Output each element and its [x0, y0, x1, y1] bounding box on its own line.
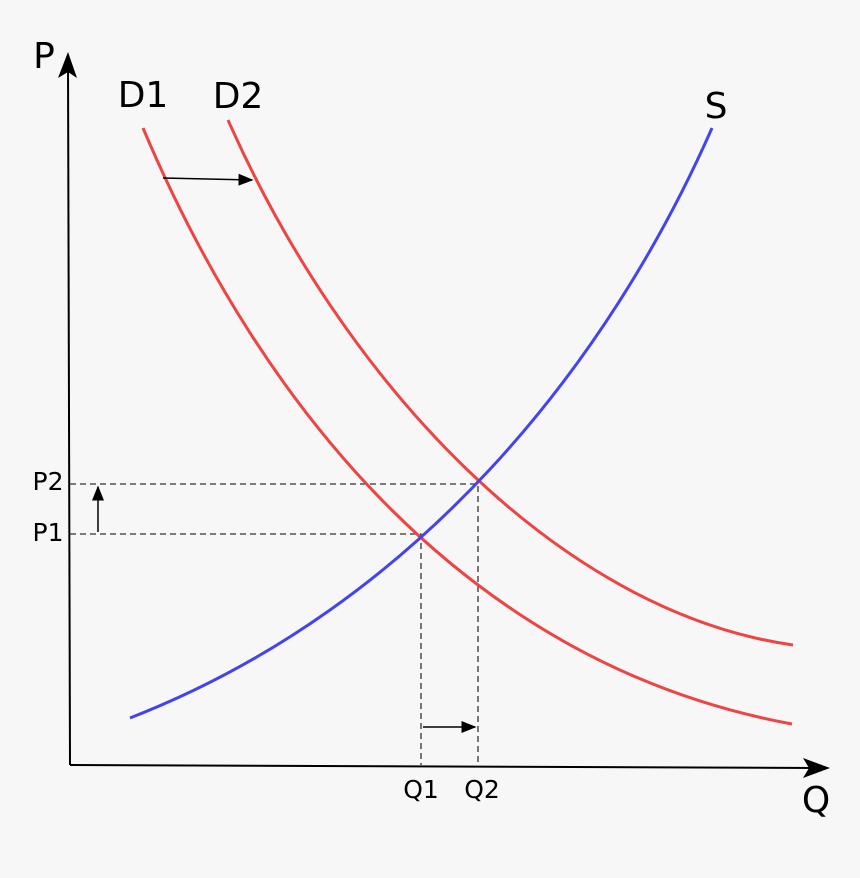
quantity-label: Q2: [464, 775, 500, 804]
demand-curve-1: [141, 127, 793, 726]
demand-curve-2: [226, 119, 794, 647]
x-axis-arrow: [803, 758, 830, 778]
quantity-label: Q1: [403, 775, 439, 804]
supply-curve: [129, 127, 714, 720]
y-axis: [67, 61, 71, 766]
y-axis-label: P: [33, 36, 55, 77]
p2-guide: [70, 483, 479, 765]
y-axis-arrow: [58, 52, 77, 78]
p1-guide: [70, 533, 422, 765]
x-axis-label: Q: [802, 780, 830, 821]
guides: [70, 483, 479, 765]
demand-shift-arrow: [162, 173, 254, 186]
price-label: P2: [33, 467, 64, 496]
curve-label: S: [705, 86, 728, 127]
curve-label: D1: [118, 75, 169, 116]
x-axis: [69, 764, 819, 769]
price-label: P1: [33, 518, 64, 547]
curve-label: D2: [213, 76, 264, 117]
